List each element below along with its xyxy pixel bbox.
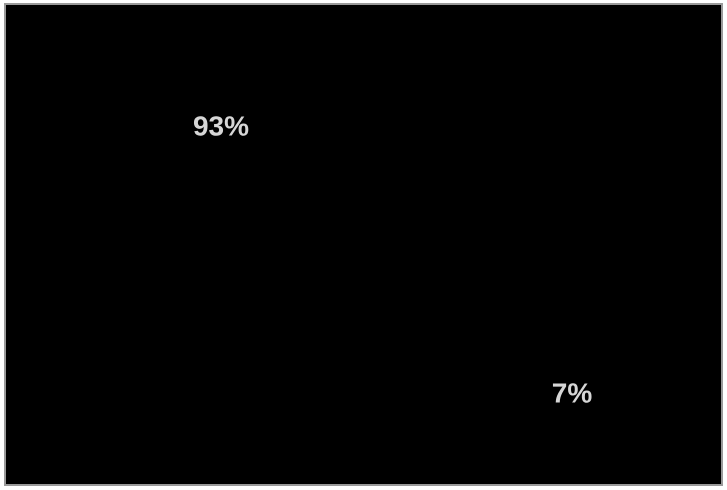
bars-layer xyxy=(138,151,629,440)
bar-1 xyxy=(489,418,629,440)
data-label-1: 7% xyxy=(552,377,593,408)
plot-background xyxy=(4,3,723,486)
data-label-0: 93% xyxy=(193,111,249,142)
labels-layer: 93% 7% xyxy=(193,111,592,409)
bar-0 xyxy=(138,151,278,440)
